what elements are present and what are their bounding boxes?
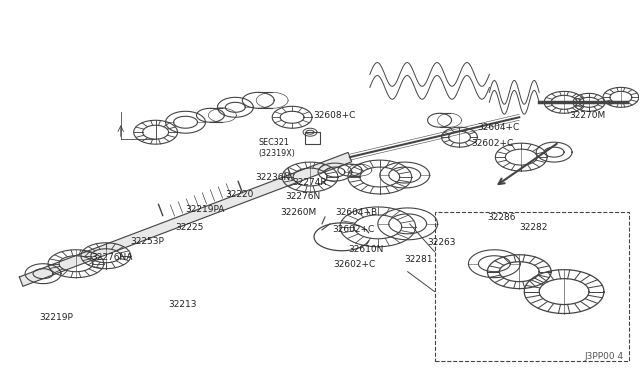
Polygon shape <box>19 153 351 286</box>
Text: 32270M: 32270M <box>569 111 605 120</box>
Text: 32602+C: 32602+C <box>472 139 514 148</box>
Text: 32219PA: 32219PA <box>186 205 225 214</box>
Text: 32602+C: 32602+C <box>333 260 375 269</box>
Text: 32604+C: 32604+C <box>477 123 520 132</box>
Text: 32263: 32263 <box>428 238 456 247</box>
Text: 32276NA: 32276NA <box>91 253 132 262</box>
Text: 32253P: 32253P <box>131 237 164 246</box>
Text: SEC321
(32319X): SEC321 (32319X) <box>258 138 295 158</box>
Text: 32610N: 32610N <box>348 245 383 254</box>
Text: 32608+C: 32608+C <box>313 111 355 120</box>
Text: 32213: 32213 <box>168 300 197 309</box>
Text: 32220: 32220 <box>225 190 253 199</box>
Text: 32236N: 32236N <box>255 173 291 182</box>
Text: 32225: 32225 <box>175 223 204 232</box>
Text: 32219P: 32219P <box>39 313 73 322</box>
Text: 32602+C: 32602+C <box>332 225 374 234</box>
Text: 32276N: 32276N <box>285 192 321 202</box>
Text: 32282: 32282 <box>519 223 548 232</box>
Text: 32286: 32286 <box>488 214 516 222</box>
Text: 32274R: 32274R <box>292 177 327 186</box>
Text: 32281: 32281 <box>404 255 433 264</box>
Text: 32604+B: 32604+B <box>335 208 377 217</box>
Text: J3PP00 4: J3PP00 4 <box>585 352 624 361</box>
Text: 32260M: 32260M <box>280 208 316 217</box>
